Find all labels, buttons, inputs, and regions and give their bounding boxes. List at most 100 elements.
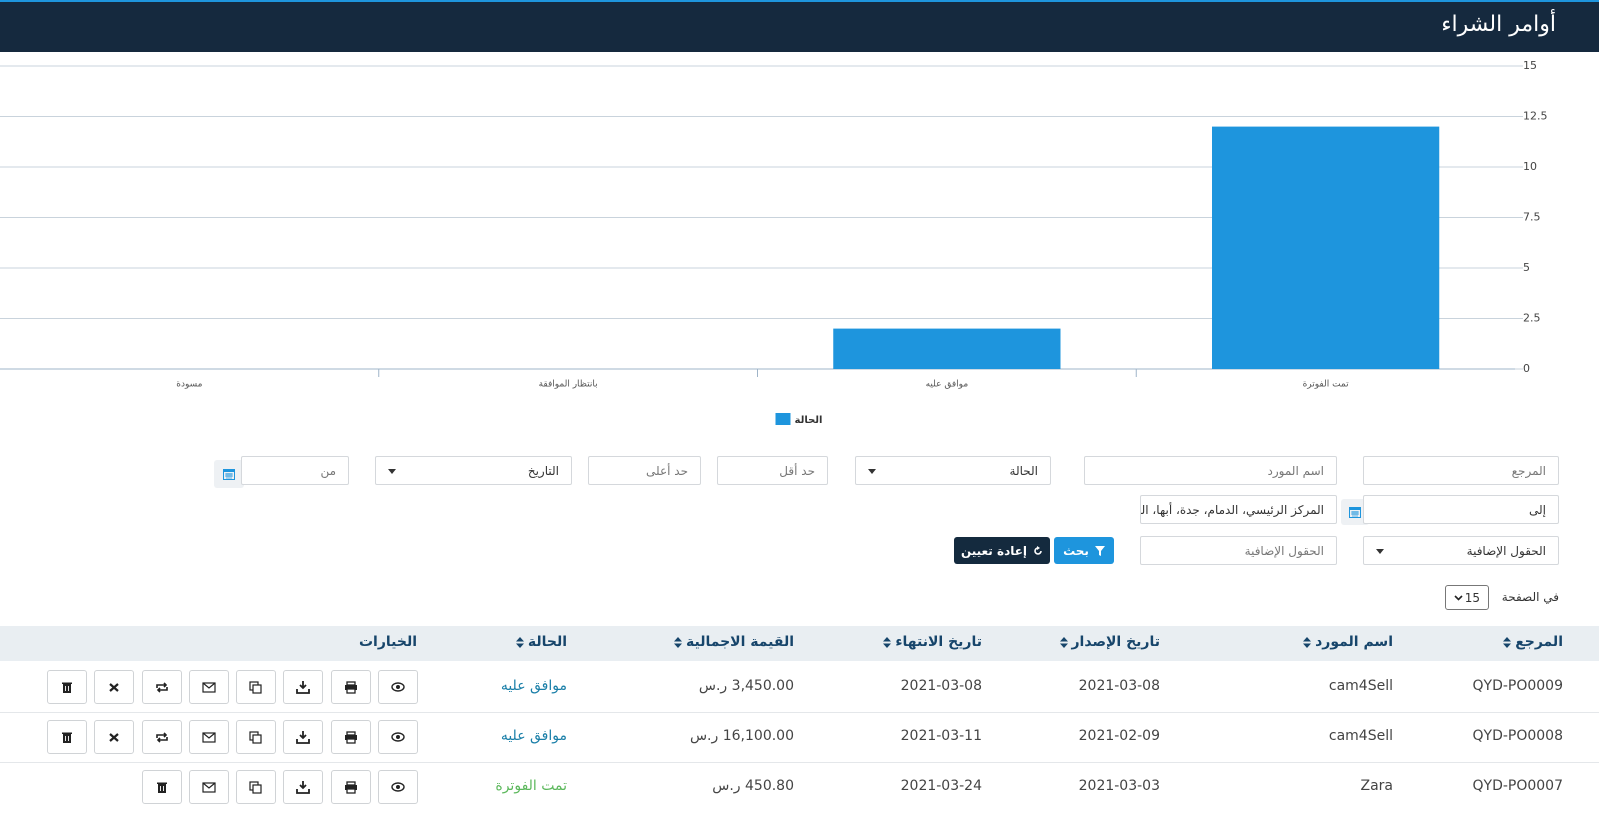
column-header: الخيارات (359, 634, 417, 650)
placeholder: من (320, 463, 336, 478)
supplier-input[interactable]: اسم المورد (1084, 456, 1337, 485)
column-header[interactable]: المرجع (1503, 634, 1563, 650)
table-cell: cam4Sell (1328, 728, 1393, 744)
legend-label: الحالة (795, 415, 823, 426)
trash-icon (61, 732, 72, 743)
placeholder: التاريخ (527, 463, 559, 478)
table-cell: 2021-03-03 (1078, 778, 1160, 794)
x-tick-label: بانتظار الموافقة (539, 380, 598, 390)
action-cancel-button[interactable] (94, 670, 135, 704)
date-select[interactable]: التاريخ (375, 456, 572, 485)
repeat-icon (155, 681, 168, 693)
table-cell: QYD-PO0008 (1472, 728, 1564, 744)
placeholder: إلى (1529, 502, 1546, 517)
download-icon (296, 680, 311, 694)
status-cell: موافق عليه (500, 678, 567, 694)
placeholder: المرجع (1511, 463, 1546, 478)
per-page-label: في الصفحة (1501, 590, 1559, 604)
legend-swatch (775, 413, 791, 425)
mail-icon (202, 781, 216, 793)
mail-icon (202, 681, 216, 693)
reset-button[interactable]: إعادة تعيين (954, 537, 1050, 564)
bar (833, 328, 1061, 369)
min-input[interactable]: حد أقل (717, 456, 828, 485)
calendar-icon (1349, 507, 1361, 518)
copy-icon (249, 730, 262, 744)
extra-fields-select[interactable]: الحقول الإضافية (1363, 536, 1559, 565)
table-cell: 3,450.00 ر.س (698, 678, 794, 694)
action-view-button[interactable] (378, 770, 418, 804)
y-tick-label: 7.5 (1523, 211, 1541, 224)
column-header[interactable]: الحالة (515, 634, 567, 650)
per-page-select[interactable]: 15 (1445, 585, 1489, 610)
action-download-button[interactable] (283, 770, 324, 804)
download-icon (296, 730, 311, 744)
action-cancel-button[interactable] (94, 720, 135, 754)
action-trash-button[interactable] (46, 720, 87, 754)
action-mail-button[interactable] (188, 770, 229, 804)
status-select[interactable]: الحالة (855, 456, 1051, 485)
action-repeat-button[interactable] (141, 670, 182, 704)
action-trash-button[interactable] (141, 770, 182, 804)
header-bar (0, 0, 1599, 52)
placeholder: الحقول الإضافية (1244, 543, 1324, 558)
column-title: الحالة (527, 634, 567, 650)
table-cell: 2021-02-09 (1078, 728, 1160, 744)
action-print-button[interactable] (330, 720, 371, 754)
table-cell: 2021-03-24 (900, 778, 982, 794)
trash-icon (156, 782, 167, 793)
action-view-button[interactable] (378, 670, 418, 704)
chart: 0 2.5 5 7.5 10 12.5 15 تمت الفوترة موافق عليه بان… (0, 59, 1548, 426)
action-trash-button[interactable] (46, 670, 87, 704)
max-input[interactable]: حد أعلى (588, 456, 701, 485)
table-cell: QYD-PO0009 (1472, 678, 1564, 694)
filter-icon (1094, 545, 1105, 556)
sort-icon (1503, 636, 1512, 648)
column-header[interactable]: القيمة الاجمالية (673, 634, 794, 650)
action-mail-button[interactable] (188, 670, 229, 704)
calendar-icon (223, 469, 235, 480)
search-button[interactable]: بحث (1054, 537, 1114, 564)
column-header[interactable]: اسم المورد (1303, 634, 1393, 650)
extra-fields-input[interactable]: الحقول الإضافية (1140, 536, 1337, 565)
y-tick-label: 2.5 (1523, 312, 1541, 325)
placeholder: اسم المورد (1267, 463, 1324, 478)
action-download-button[interactable] (283, 670, 324, 704)
table-cell: cam4Sell (1328, 678, 1393, 694)
action-copy-button[interactable] (236, 770, 277, 804)
placeholder: حد أقل (779, 463, 815, 478)
table-cell: 16,100.00 ر.س (689, 728, 794, 744)
calendar-addon[interactable] (214, 460, 244, 488)
button-label: إعادة تعيين (960, 543, 1028, 558)
action-print-button[interactable] (330, 770, 371, 804)
action-mail-button[interactable] (188, 720, 229, 754)
action-repeat-button[interactable] (141, 720, 182, 754)
sort-icon (883, 636, 892, 648)
action-download-button[interactable] (283, 720, 324, 754)
selected-branches: المركز الرئيسي، الدمام، جدة، أبها، الد (1140, 502, 1324, 517)
column-header[interactable]: تاريخ الانتهاء (883, 634, 982, 650)
copy-icon (249, 680, 262, 694)
column-title: الخيارات (358, 634, 417, 650)
copy-icon (249, 780, 262, 794)
print-icon (344, 780, 357, 794)
repeat-icon (155, 731, 168, 743)
to-input[interactable]: إلى (1363, 495, 1559, 524)
placeholder: الحالة (1009, 463, 1038, 478)
action-copy-button[interactable] (236, 720, 277, 754)
cancel-icon (109, 682, 119, 692)
column-title: تاريخ الإصدار (1071, 634, 1161, 650)
from-input[interactable]: من (241, 456, 349, 485)
action-print-button[interactable] (330, 670, 371, 704)
action-view-button[interactable] (378, 720, 418, 754)
x-tick-label: موافق عليه (926, 380, 969, 390)
x-tick-label: مسودة (176, 380, 202, 390)
branches-select[interactable]: المركز الرئيسي، الدمام، جدة، أبها، الد (1140, 495, 1337, 524)
status-cell: تمت الفوترة (495, 778, 567, 794)
column-title: المرجع (1515, 634, 1563, 650)
action-copy-button[interactable] (236, 670, 277, 704)
reset-icon (1034, 545, 1042, 555)
column-header[interactable]: تاريخ الإصدار (1059, 634, 1161, 650)
reference-input[interactable]: المرجع (1363, 456, 1559, 485)
